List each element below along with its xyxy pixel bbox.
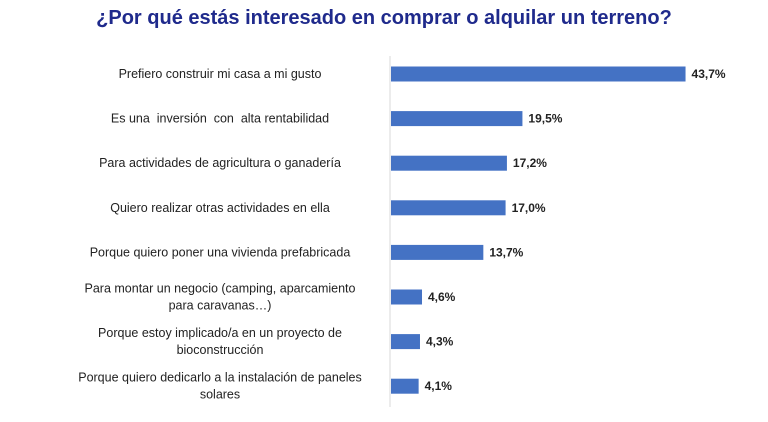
data-label: 13,7% (489, 245, 523, 259)
bar (391, 244, 484, 260)
bar (391, 66, 686, 82)
data-label: 4,1% (425, 379, 453, 393)
bar (391, 378, 419, 394)
bar (391, 200, 506, 216)
chart-title: ¿Por qué estás interesado en comprar o a… (96, 7, 672, 29)
bar (391, 111, 523, 127)
category-label: solares (200, 388, 240, 402)
category-label: Para montar un negocio (camping, aparcam… (85, 282, 356, 296)
category-label: Porque estoy implicado/a en un proyecto … (98, 326, 342, 340)
data-label: 17,0% (512, 201, 546, 215)
data-label: 17,2% (513, 156, 547, 170)
bar (391, 334, 420, 350)
bar (391, 155, 507, 171)
category-label: Es una inversión con alta rentabilidad (111, 112, 329, 126)
data-label: 19,5% (528, 112, 562, 126)
data-label: 4,6% (428, 290, 456, 304)
category-label: Quiero realizar otras actividades en ell… (110, 201, 330, 215)
category-label: Porque quiero dedicarlo a la instalación… (78, 371, 362, 385)
bar (391, 289, 423, 305)
category-label: Para actividades de agricultura o ganade… (99, 156, 341, 170)
category-label: Porque quiero poner una vivienda prefabr… (90, 245, 351, 259)
category-label: Prefiero construir mi casa a mi gusto (119, 67, 322, 81)
data-label: 43,7% (692, 67, 726, 81)
data-label: 4,3% (426, 335, 454, 349)
category-label: bioconstrucción (177, 343, 264, 357)
category-label: para caravanas…) (169, 299, 272, 313)
